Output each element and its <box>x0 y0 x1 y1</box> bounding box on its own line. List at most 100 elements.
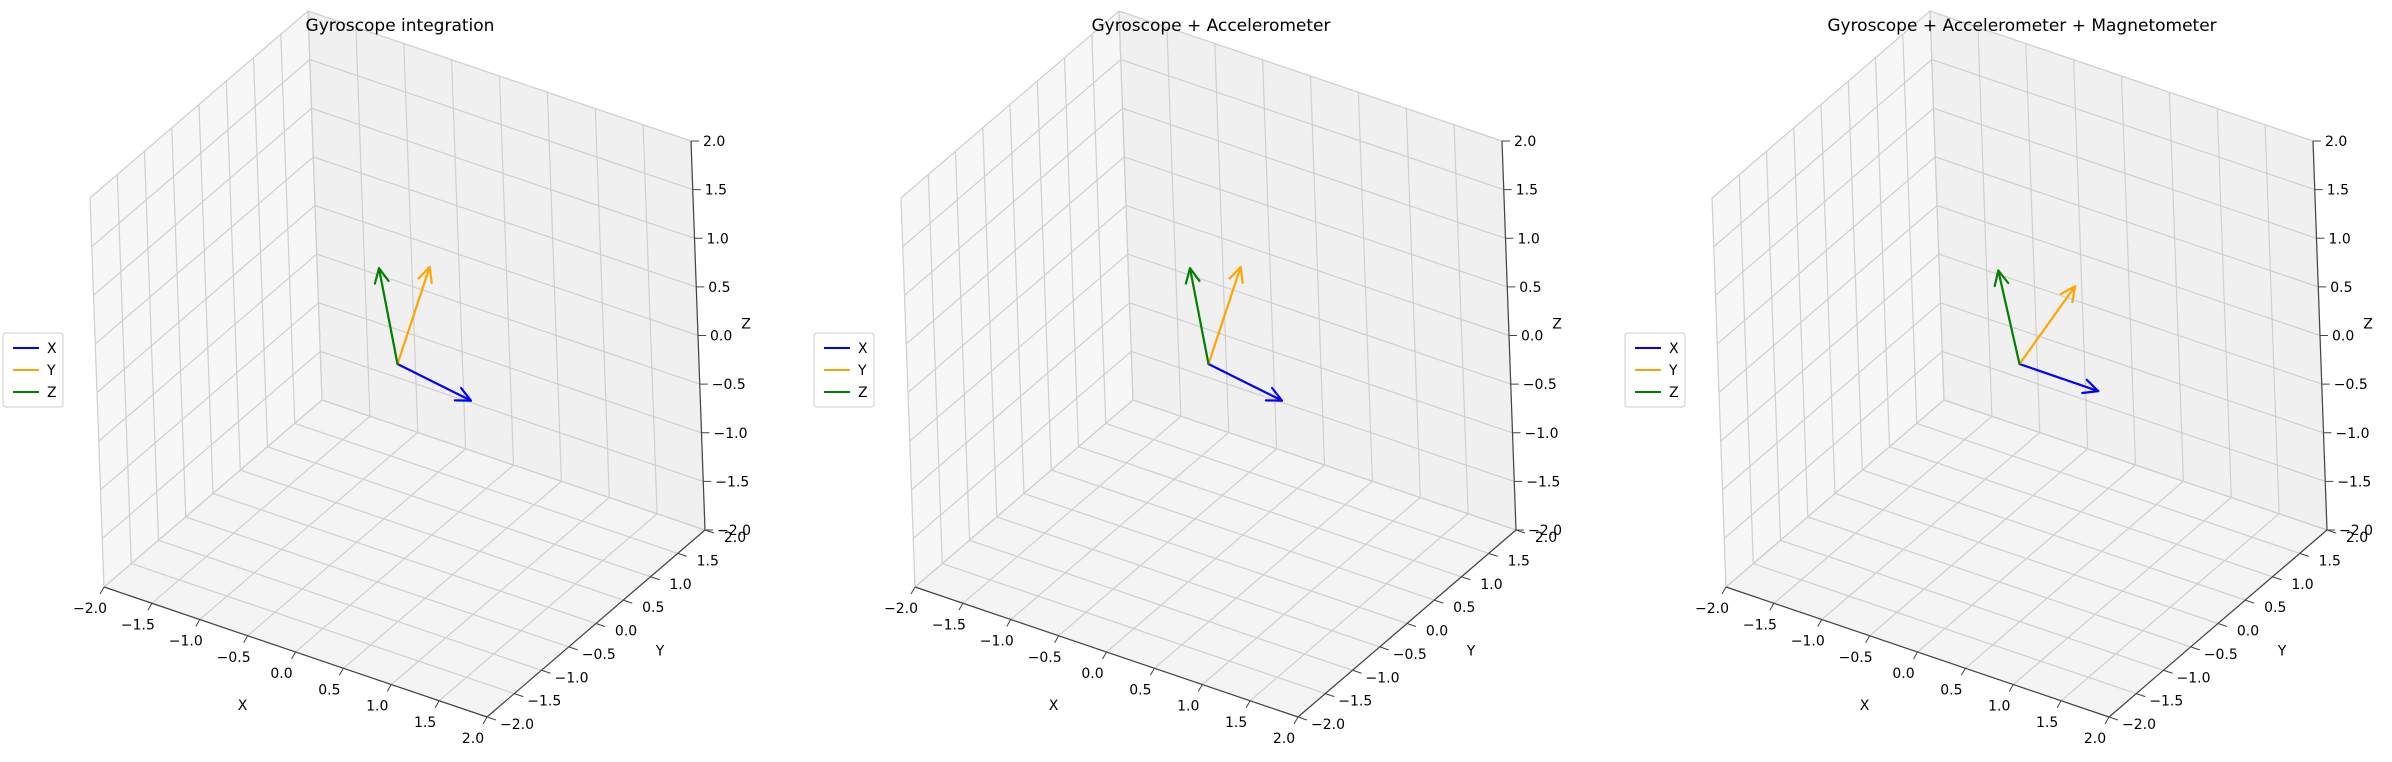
y-tick-label: −0.5 <box>1393 647 1427 663</box>
y-tick-mark <box>677 552 687 557</box>
x-tick-label: −0.5 <box>1839 650 1873 666</box>
z-tick-label: 0.0 <box>2332 329 2354 345</box>
vector-y-shaft <box>1207 265 1242 366</box>
y-tick-mark <box>650 576 660 581</box>
y-tick-label: −2.0 <box>1311 717 1345 733</box>
z-tick-label: −1.0 <box>1525 426 1559 442</box>
x-tick-mark <box>99 586 105 595</box>
y-tick-label: 2.0 <box>1535 530 1557 546</box>
vector-y-head <box>1228 265 1244 284</box>
z-tick-label: −1.5 <box>1526 474 1560 490</box>
vector-z-head <box>373 267 390 285</box>
y-tick-mark <box>1325 693 1335 698</box>
x-axis-label: X <box>1049 698 1059 714</box>
z-axis-label: Z <box>1552 317 1562 333</box>
y-tick-mark <box>2108 716 2119 721</box>
z-tick-label: 2.0 <box>2325 134 2347 150</box>
x-tick-mark <box>195 619 201 627</box>
legend-label-y: Y <box>857 363 867 379</box>
y-tick-mark <box>2163 669 2173 674</box>
x-tick-label: 1.0 <box>366 699 388 715</box>
z-tick-label: 1.5 <box>705 183 727 199</box>
y-tick-label: −1.5 <box>527 694 561 710</box>
legend-label-y: Y <box>46 363 56 379</box>
y-tick-mark <box>1379 646 1389 651</box>
x-tick-label: 0.0 <box>1892 666 1914 682</box>
x-tick-label: −1.0 <box>980 634 1014 650</box>
legend: XYZ <box>2 332 64 408</box>
x-tick-mark <box>2104 716 2110 725</box>
legend-label-x: X <box>1669 341 1679 357</box>
vector-x-shaft <box>2018 362 2100 393</box>
gridline-y <box>280 34 678 554</box>
y-tick-mark <box>2272 576 2282 581</box>
legend-label-y: Y <box>1668 363 1678 379</box>
x-tick-mark <box>482 716 488 725</box>
x-tick-mark <box>1817 619 1823 627</box>
vector-y-shaft <box>2018 285 2077 366</box>
x-tick-mark <box>1913 651 1918 660</box>
x-tick-label: 0.5 <box>318 682 340 698</box>
x-tick-label: 1.5 <box>414 715 436 731</box>
gridline-y <box>252 57 651 578</box>
panel-3: −2.0−1.5−1.0−0.50.00.51.01.52.0−2.0−1.5−… <box>1624 9 2373 747</box>
gridline-y <box>1118 10 1517 531</box>
z-tick-label: 2.0 <box>703 134 725 150</box>
x-tick-mark <box>1865 635 1871 643</box>
y-tick-label: 0.0 <box>615 624 637 640</box>
x-tick-label: −2.0 <box>1695 601 1729 617</box>
legend-label-z: Z <box>858 385 868 401</box>
z-tick-label: 0.0 <box>710 329 732 345</box>
gridline-y <box>1902 34 2300 554</box>
y-tick-label: 0.0 <box>2237 624 2259 640</box>
y-tick-label: −1.0 <box>555 670 589 686</box>
x-tick-mark <box>958 603 964 611</box>
gridline-y <box>1738 174 2137 695</box>
x-tick-mark <box>1149 668 1155 676</box>
z-tick-label: −2.0 <box>1528 523 1562 539</box>
x-tick-label: 1.0 <box>1988 699 2010 715</box>
x-tick-mark <box>386 684 392 692</box>
gridline-y <box>1036 81 1435 601</box>
gridline-y <box>171 127 569 648</box>
z-tick-label: −0.5 <box>1523 377 1557 393</box>
gridline-z <box>900 10 1503 199</box>
y-tick-mark <box>1352 669 1362 674</box>
panel-1: −2.0−1.5−1.0−0.50.00.51.01.52.0−2.0−1.5−… <box>2 9 751 747</box>
x-tick-mark <box>1006 619 1012 627</box>
y-tick-mark <box>514 693 524 698</box>
y-tick-label: 1.0 <box>1480 577 1502 593</box>
gridline-y <box>1765 151 2164 671</box>
x-axis-label: X <box>238 698 248 714</box>
y-tick-label: −2.0 <box>2122 717 2156 733</box>
y-tick-label: −1.5 <box>2149 694 2183 710</box>
x-tick-label: −1.0 <box>169 634 203 650</box>
y-tick-mark <box>2136 693 2146 698</box>
y-tick-mark <box>2245 599 2255 604</box>
panel-title: Gyroscope + Accelerometer <box>1092 16 1331 36</box>
x-tick-label: 0.0 <box>270 666 292 682</box>
y-tick-label: −2.0 <box>500 717 534 733</box>
y-tick-label: 1.0 <box>2291 577 2313 593</box>
gridline-y <box>1929 10 2328 531</box>
gridline-z <box>1711 10 2314 199</box>
x-tick-mark <box>2008 684 2014 692</box>
y-tick-mark <box>1434 599 1444 604</box>
gridline-y <box>982 127 1380 648</box>
z-tick-label: 0.5 <box>1519 280 1541 296</box>
z-tick-label: −1.5 <box>2337 474 2371 490</box>
z-tick-label: −1.0 <box>714 426 748 442</box>
gridline-y <box>1063 57 1462 578</box>
panel-title: Gyroscope integration <box>306 16 495 36</box>
z-tick-label: 1.0 <box>2329 231 2351 247</box>
y-tick-mark <box>595 623 606 627</box>
y-tick-mark <box>541 669 551 674</box>
x-tick-label: 1.5 <box>2036 715 2058 731</box>
legend-label-z: Z <box>47 385 57 401</box>
legend: XYZ <box>1624 332 1686 408</box>
z-tick-label: −2.0 <box>2339 523 2373 539</box>
y-tick-label: −0.5 <box>582 647 616 663</box>
z-axis-label: Z <box>741 317 751 333</box>
vector-x-head <box>1264 386 1284 402</box>
z-tick-label: 0.0 <box>1521 329 1543 345</box>
